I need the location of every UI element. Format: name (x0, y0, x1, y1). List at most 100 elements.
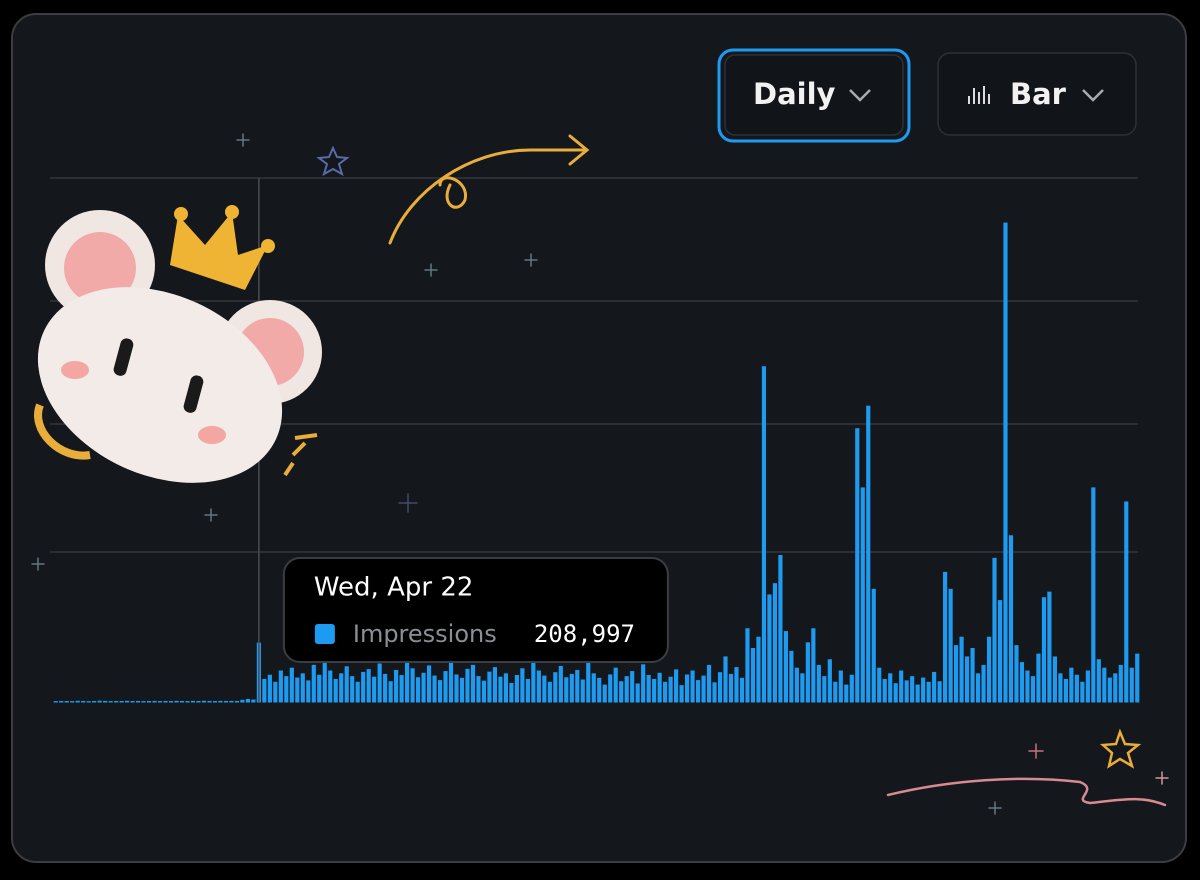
mascot (34, 205, 322, 483)
bar (937, 681, 942, 703)
legend-swatch (314, 624, 335, 644)
bar (646, 675, 651, 703)
bar (926, 681, 931, 703)
bar (586, 660, 591, 703)
bar (888, 673, 893, 703)
view-dropdown[interactable]: Bar (937, 52, 1137, 136)
dropdown-label[interactable]: Daily (753, 77, 836, 111)
bar (975, 673, 981, 703)
bar (811, 628, 816, 703)
bar (103, 700, 108, 703)
bar (278, 670, 283, 703)
interval-dropdown[interactable]: Daily (724, 54, 904, 136)
tooltip-date: Wed, Apr 22 (314, 573, 474, 603)
bar (229, 700, 234, 703)
bar (201, 700, 207, 703)
bar-icon (968, 86, 990, 104)
bar (569, 673, 574, 703)
bar (306, 680, 311, 703)
bar (756, 636, 761, 703)
bar (932, 671, 937, 703)
bar (701, 675, 706, 703)
bar (800, 673, 805, 703)
bar (822, 676, 827, 703)
bar (635, 683, 640, 703)
bar (64, 700, 69, 703)
bar (992, 557, 997, 703)
bar (783, 631, 788, 703)
bar (608, 674, 613, 703)
bar (789, 650, 794, 703)
bar (948, 588, 953, 703)
bar (690, 670, 695, 703)
bar (174, 700, 179, 703)
bar (300, 673, 305, 703)
bar (410, 668, 415, 703)
bar (1030, 676, 1036, 703)
bar (361, 671, 366, 703)
dropdown-box[interactable] (724, 54, 904, 136)
bar (196, 700, 201, 703)
bar (372, 676, 377, 703)
bar (657, 672, 662, 703)
bar (723, 656, 728, 703)
bar (207, 700, 212, 703)
bar (893, 683, 898, 703)
bar (580, 679, 585, 703)
bar (1014, 645, 1019, 703)
bar (855, 428, 860, 703)
bar (289, 667, 294, 703)
bar (767, 594, 772, 703)
bar (959, 636, 964, 703)
bar (487, 671, 492, 703)
bar (899, 670, 904, 703)
bar (602, 684, 607, 703)
bar (871, 588, 876, 703)
bar (251, 699, 256, 703)
bar (1047, 591, 1052, 703)
bar (366, 669, 371, 703)
bar (459, 677, 465, 703)
bar (1019, 662, 1025, 703)
chevron (849, 89, 871, 102)
bar (805, 642, 810, 703)
bar (844, 684, 849, 703)
bar (70, 701, 75, 703)
bar (394, 669, 399, 703)
bar (525, 678, 530, 703)
bar (448, 662, 454, 703)
bar (986, 636, 992, 703)
tooltip-value: 208,997 (534, 620, 635, 648)
bar (910, 676, 915, 703)
bar (284, 676, 289, 703)
bar (81, 700, 86, 703)
bar (152, 700, 157, 703)
bar (750, 647, 756, 703)
bar (1118, 664, 1123, 703)
bar (745, 628, 750, 703)
bar (125, 700, 130, 703)
bar (492, 667, 498, 703)
bar (234, 700, 239, 703)
bar (904, 680, 909, 703)
bar (684, 674, 690, 703)
bar (542, 675, 547, 703)
bar (245, 698, 250, 703)
tooltip: Wed, Apr 22 Impressions 208,997 (282, 557, 669, 663)
dropdown-box[interactable] (937, 52, 1137, 136)
bar (443, 671, 448, 703)
bar (674, 669, 679, 703)
dropdown-label[interactable]: Bar (1010, 77, 1067, 111)
bar (476, 676, 481, 703)
focus-ring (717, 48, 911, 143)
bar (168, 701, 174, 703)
bar (86, 701, 91, 703)
bar (405, 659, 410, 703)
bar (317, 674, 322, 703)
bar (833, 681, 838, 703)
bar (915, 684, 920, 703)
bar (772, 583, 778, 703)
bar (739, 677, 745, 703)
bar (943, 571, 948, 703)
bar (1003, 222, 1008, 703)
